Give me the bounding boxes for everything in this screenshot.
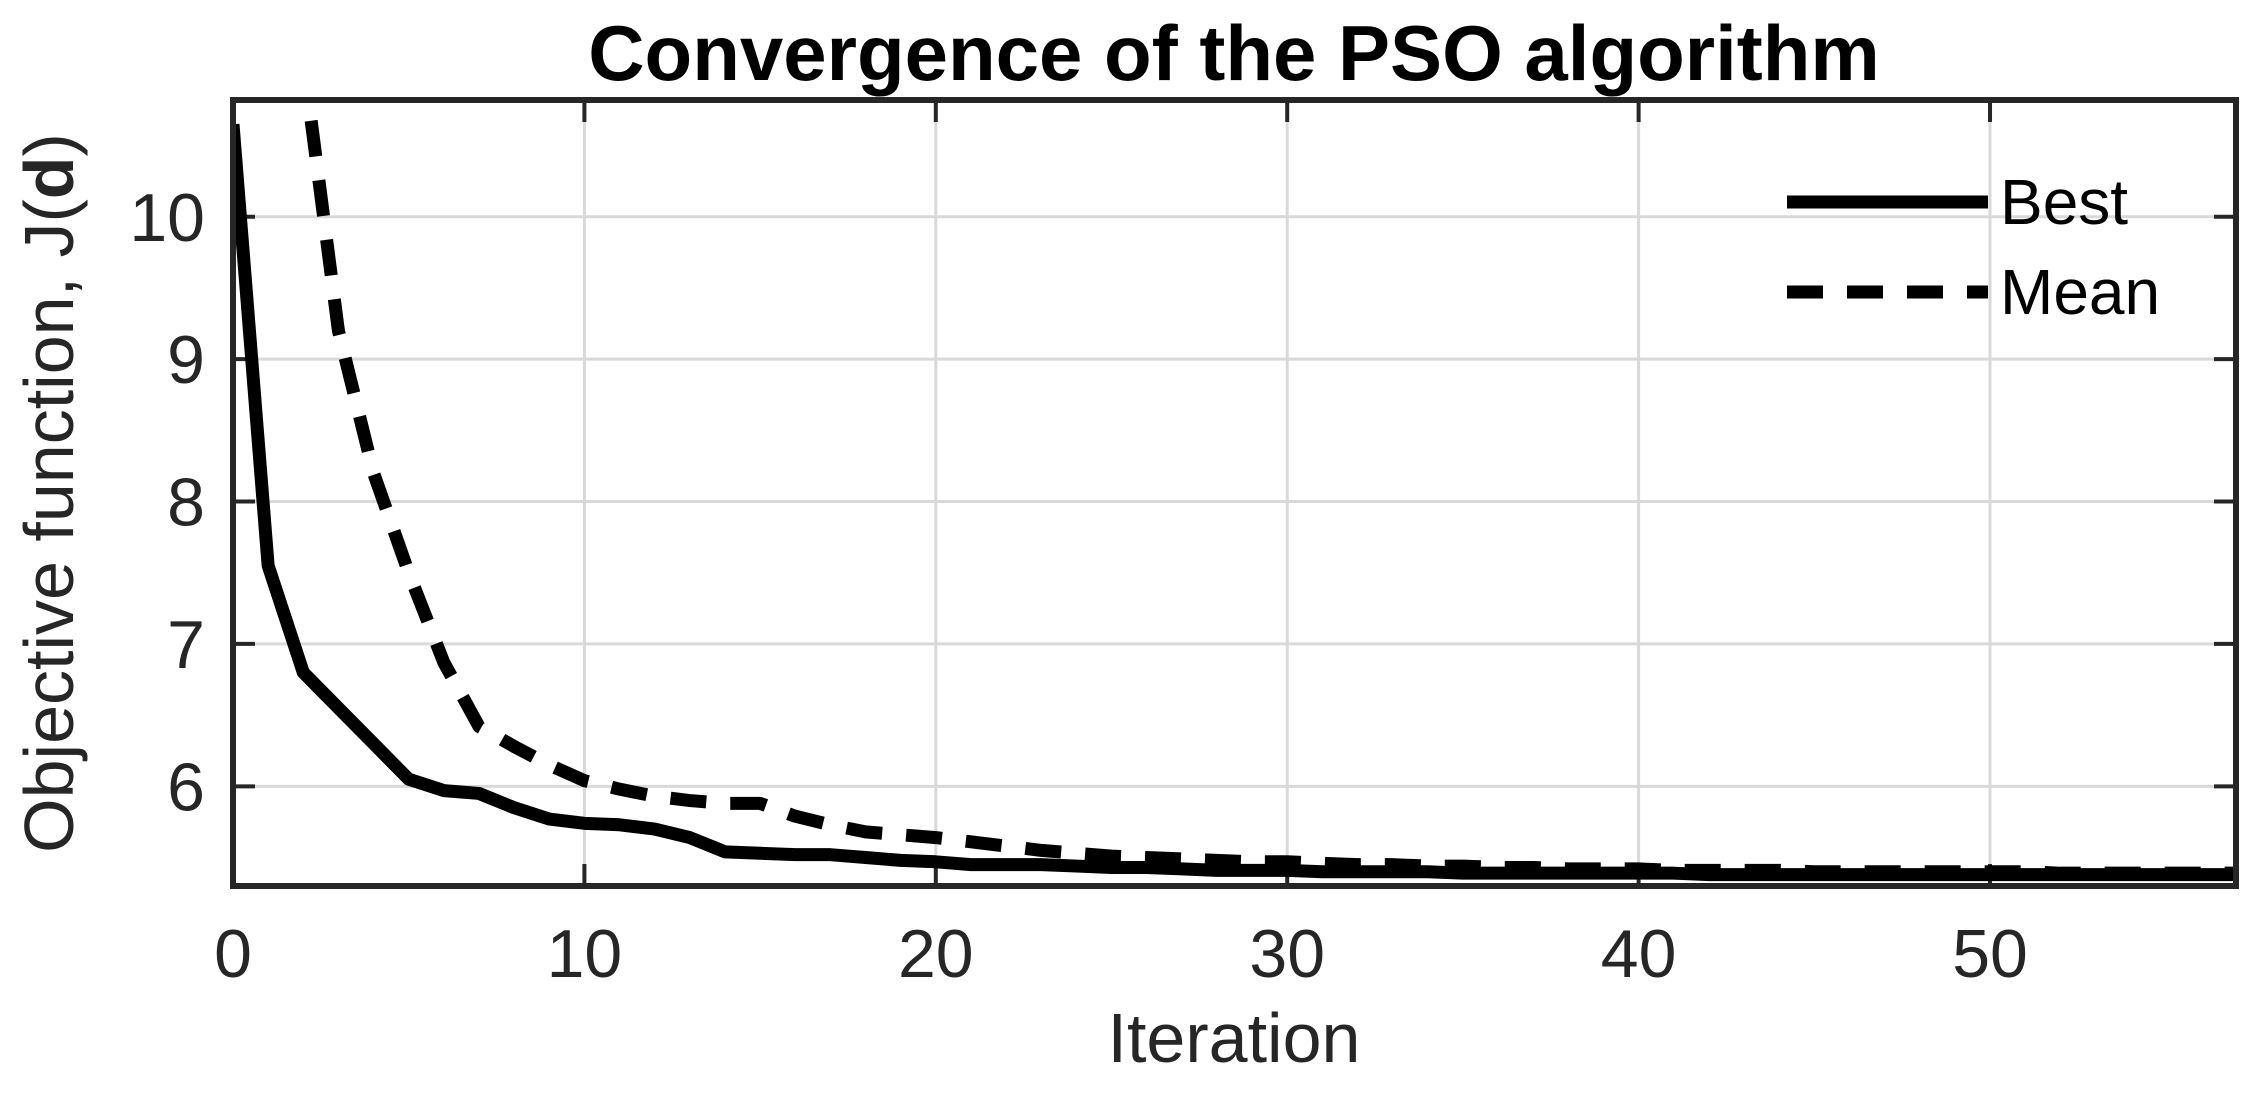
x-tick-label: 20: [898, 916, 974, 992]
x-tick-label: 10: [547, 916, 623, 992]
y-axis-tick-labels: 6 7 8 9 10: [129, 180, 205, 826]
legend-mean-label: Mean: [2000, 256, 2160, 328]
chart-title: Convergence of the PSO algorithm: [588, 9, 1880, 97]
legend: Best Mean: [1787, 166, 2160, 328]
x-tick-label: 30: [1249, 916, 1325, 992]
x-axis-tick-labels: 0 10 20 30 40 50: [214, 916, 2028, 992]
x-tick-label: 0: [214, 916, 252, 992]
series-layer: [233, 100, 2236, 882]
y-tick-label: 9: [167, 322, 205, 398]
x-tick-label: 50: [1952, 916, 2028, 992]
best-line: [233, 123, 2236, 882]
legend-best-label: Best: [2000, 166, 2128, 238]
y-tick-label: 8: [167, 465, 205, 541]
y-axis-label: Objective function, J(d): [10, 133, 88, 853]
y-tick-label: 10: [129, 180, 205, 256]
y-tick-label: 7: [167, 607, 205, 683]
y-tick-label: 6: [167, 749, 205, 825]
grid-layer: [233, 100, 2236, 886]
mean-line: [301, 100, 2236, 880]
x-axis-label: Iteration: [1108, 999, 1361, 1077]
x-tick-label: 40: [1601, 916, 1677, 992]
plot-border: [230, 97, 2239, 889]
